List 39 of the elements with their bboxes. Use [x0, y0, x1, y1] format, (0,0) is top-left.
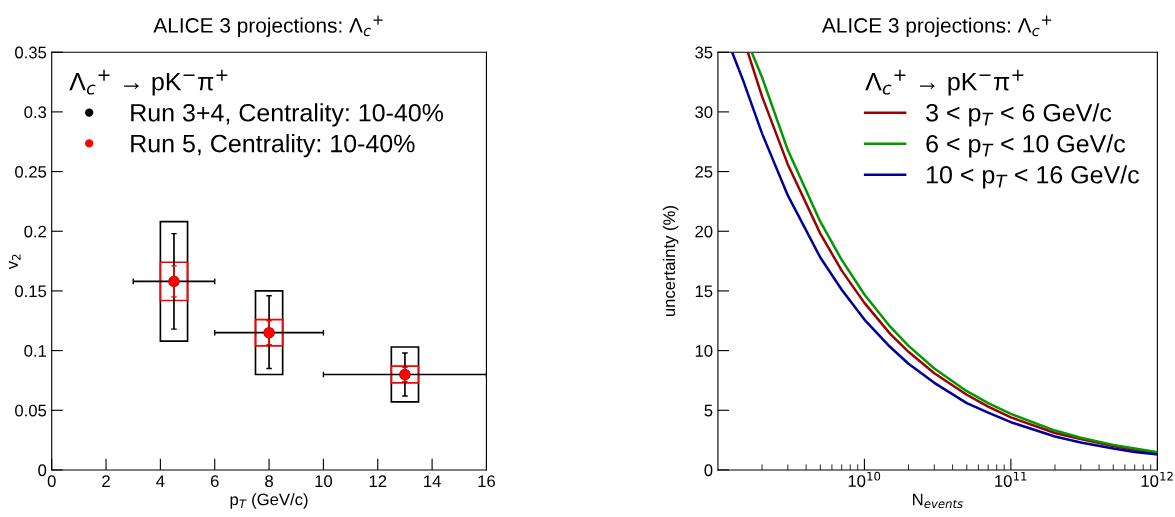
x-tick-label: 10$^{11}$	[995, 471, 1027, 487]
y-tick-label: 0.25	[15, 165, 47, 178]
y-axis-title: v$_{2}$	[8, 254, 21, 270]
y-tick-label: 0.1	[24, 345, 47, 357]
legend-label: Run 5, Centrality: 10-40%	[131, 134, 415, 158]
x-tick-label: 16	[478, 475, 495, 488]
y-tick-label: 20	[695, 225, 713, 238]
y-tick-label: 0.15	[15, 285, 47, 298]
y-tick-label: 5	[704, 404, 713, 417]
y-axis-title: uncertainty (%)	[662, 206, 679, 317]
x-tick-label: 10	[315, 475, 333, 488]
y-tick-label: 25	[695, 165, 713, 178]
chart-title: ALICE 3 projections: Λ$_{c}$$^{+}$	[821, 15, 1052, 37]
y-tick-label: 35	[695, 46, 713, 59]
legend-title: Λ$_{c}$$^{+}$ → pK$^{−}$π$^{+}$	[865, 69, 1024, 96]
x-tick-label: 14	[424, 475, 441, 487]
legend-title: Λ$_{c}$$^{+}$ → pK$^{−}$π$^{+}$	[69, 69, 228, 96]
y-tick-label: 0.3	[24, 106, 47, 119]
x-tick-label: 10$^{12}$	[1141, 471, 1173, 487]
x-tick-label: 0	[47, 475, 56, 488]
x-tick-label: 6	[210, 475, 219, 488]
y-tick-label: 0.35	[15, 46, 47, 59]
x-axis-title: p$_{T}$ (GeV/c)	[230, 493, 308, 509]
y-tick-label: 0.2	[24, 225, 46, 238]
legend-label: 10 < p$_{T}$ < 16 GeV/c	[927, 165, 1139, 189]
y-tick-label: 10	[695, 345, 713, 357]
x-tick-label: 10$^{10}$	[848, 471, 881, 487]
legend-label: Run 3+4, Centrality: 10-40%	[131, 103, 444, 127]
chart-title: ALICE 3 projections: Λ$_{c}$$^{+}$	[153, 15, 383, 37]
y-tick-label: 15	[695, 285, 713, 298]
x-tick-label: 4	[156, 475, 165, 487]
y-tick-label: 0.05	[15, 404, 47, 417]
x-tick-label: 2	[102, 475, 110, 487]
x-axis-title: N$_{events}$	[913, 493, 963, 509]
legend-label: 6 < p$_{T}$ < 10 GeV/c	[926, 134, 1126, 158]
x-tick-label: 8	[265, 475, 273, 488]
y-tick-label: 30	[695, 106, 713, 119]
legend-label: 3 < p$_{T}$ < 6 GeV/c	[926, 103, 1112, 127]
x-tick-label: 12	[369, 475, 387, 487]
